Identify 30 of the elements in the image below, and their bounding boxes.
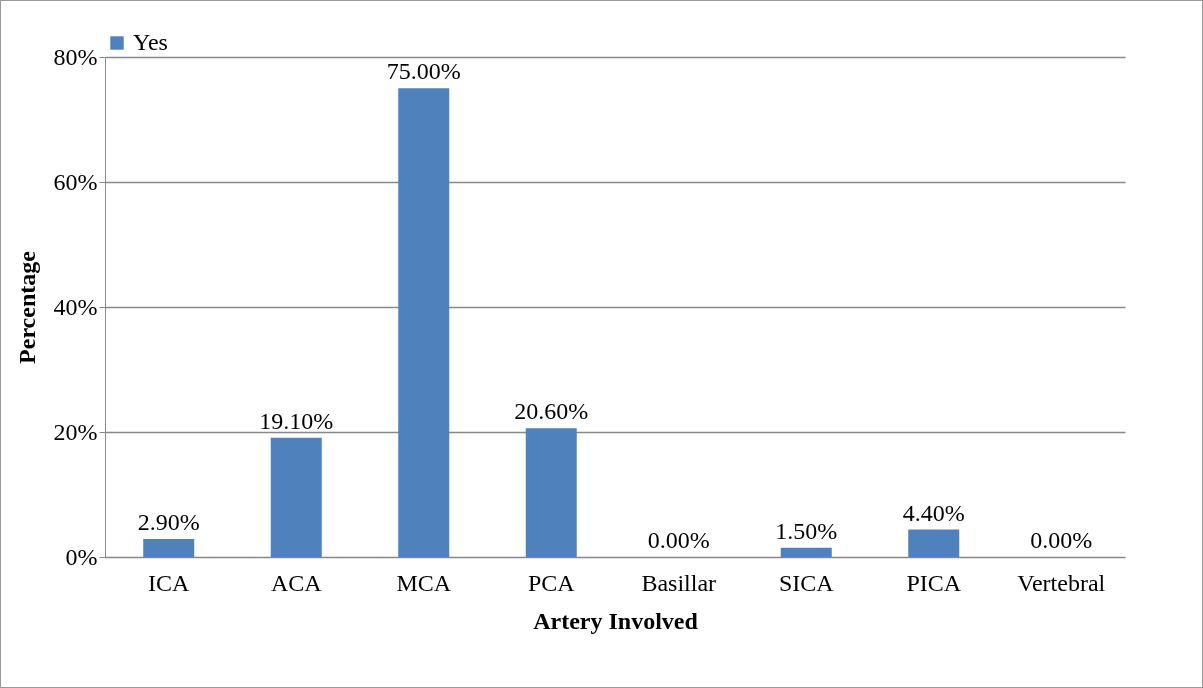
y-axis-title: Percentage <box>13 250 40 364</box>
x-tick-label: MCA <box>396 569 452 596</box>
data-label: 1.50% <box>775 517 838 544</box>
y-tick-label: 60% <box>53 168 98 195</box>
data-label: 0.00% <box>647 527 710 553</box>
data-label: 19.10% <box>259 407 334 434</box>
x-tick-label: PCA <box>527 569 576 596</box>
data-label: 20.60% <box>514 398 589 425</box>
y-tick-label: 40% <box>53 293 98 320</box>
data-label: 2.90% <box>137 508 200 535</box>
bar <box>270 437 322 557</box>
x-tick-label: Basillar <box>641 569 717 596</box>
data-label: 0.00% <box>1030 527 1093 553</box>
bar <box>525 428 577 557</box>
x-tick-label: PICA <box>906 569 962 596</box>
data-label: 4.40% <box>902 499 965 526</box>
bar <box>908 529 960 557</box>
y-tick-label: 0% <box>65 543 98 570</box>
data-label: 75.00% <box>386 58 461 85</box>
x-tick-label: Vertebral <box>1017 569 1106 596</box>
bar <box>780 547 832 557</box>
bar <box>398 88 450 557</box>
y-tick-label: 80% <box>53 43 98 70</box>
bar <box>143 538 195 557</box>
x-tick-label: ACA <box>270 569 323 596</box>
x-tick-label: SICA <box>778 569 835 596</box>
y-tick-label: 20% <box>53 418 98 445</box>
x-tick-label: ICA <box>148 569 191 596</box>
x-axis-title: Artery Involved <box>533 607 699 634</box>
legend-label: Yes <box>133 29 168 55</box>
